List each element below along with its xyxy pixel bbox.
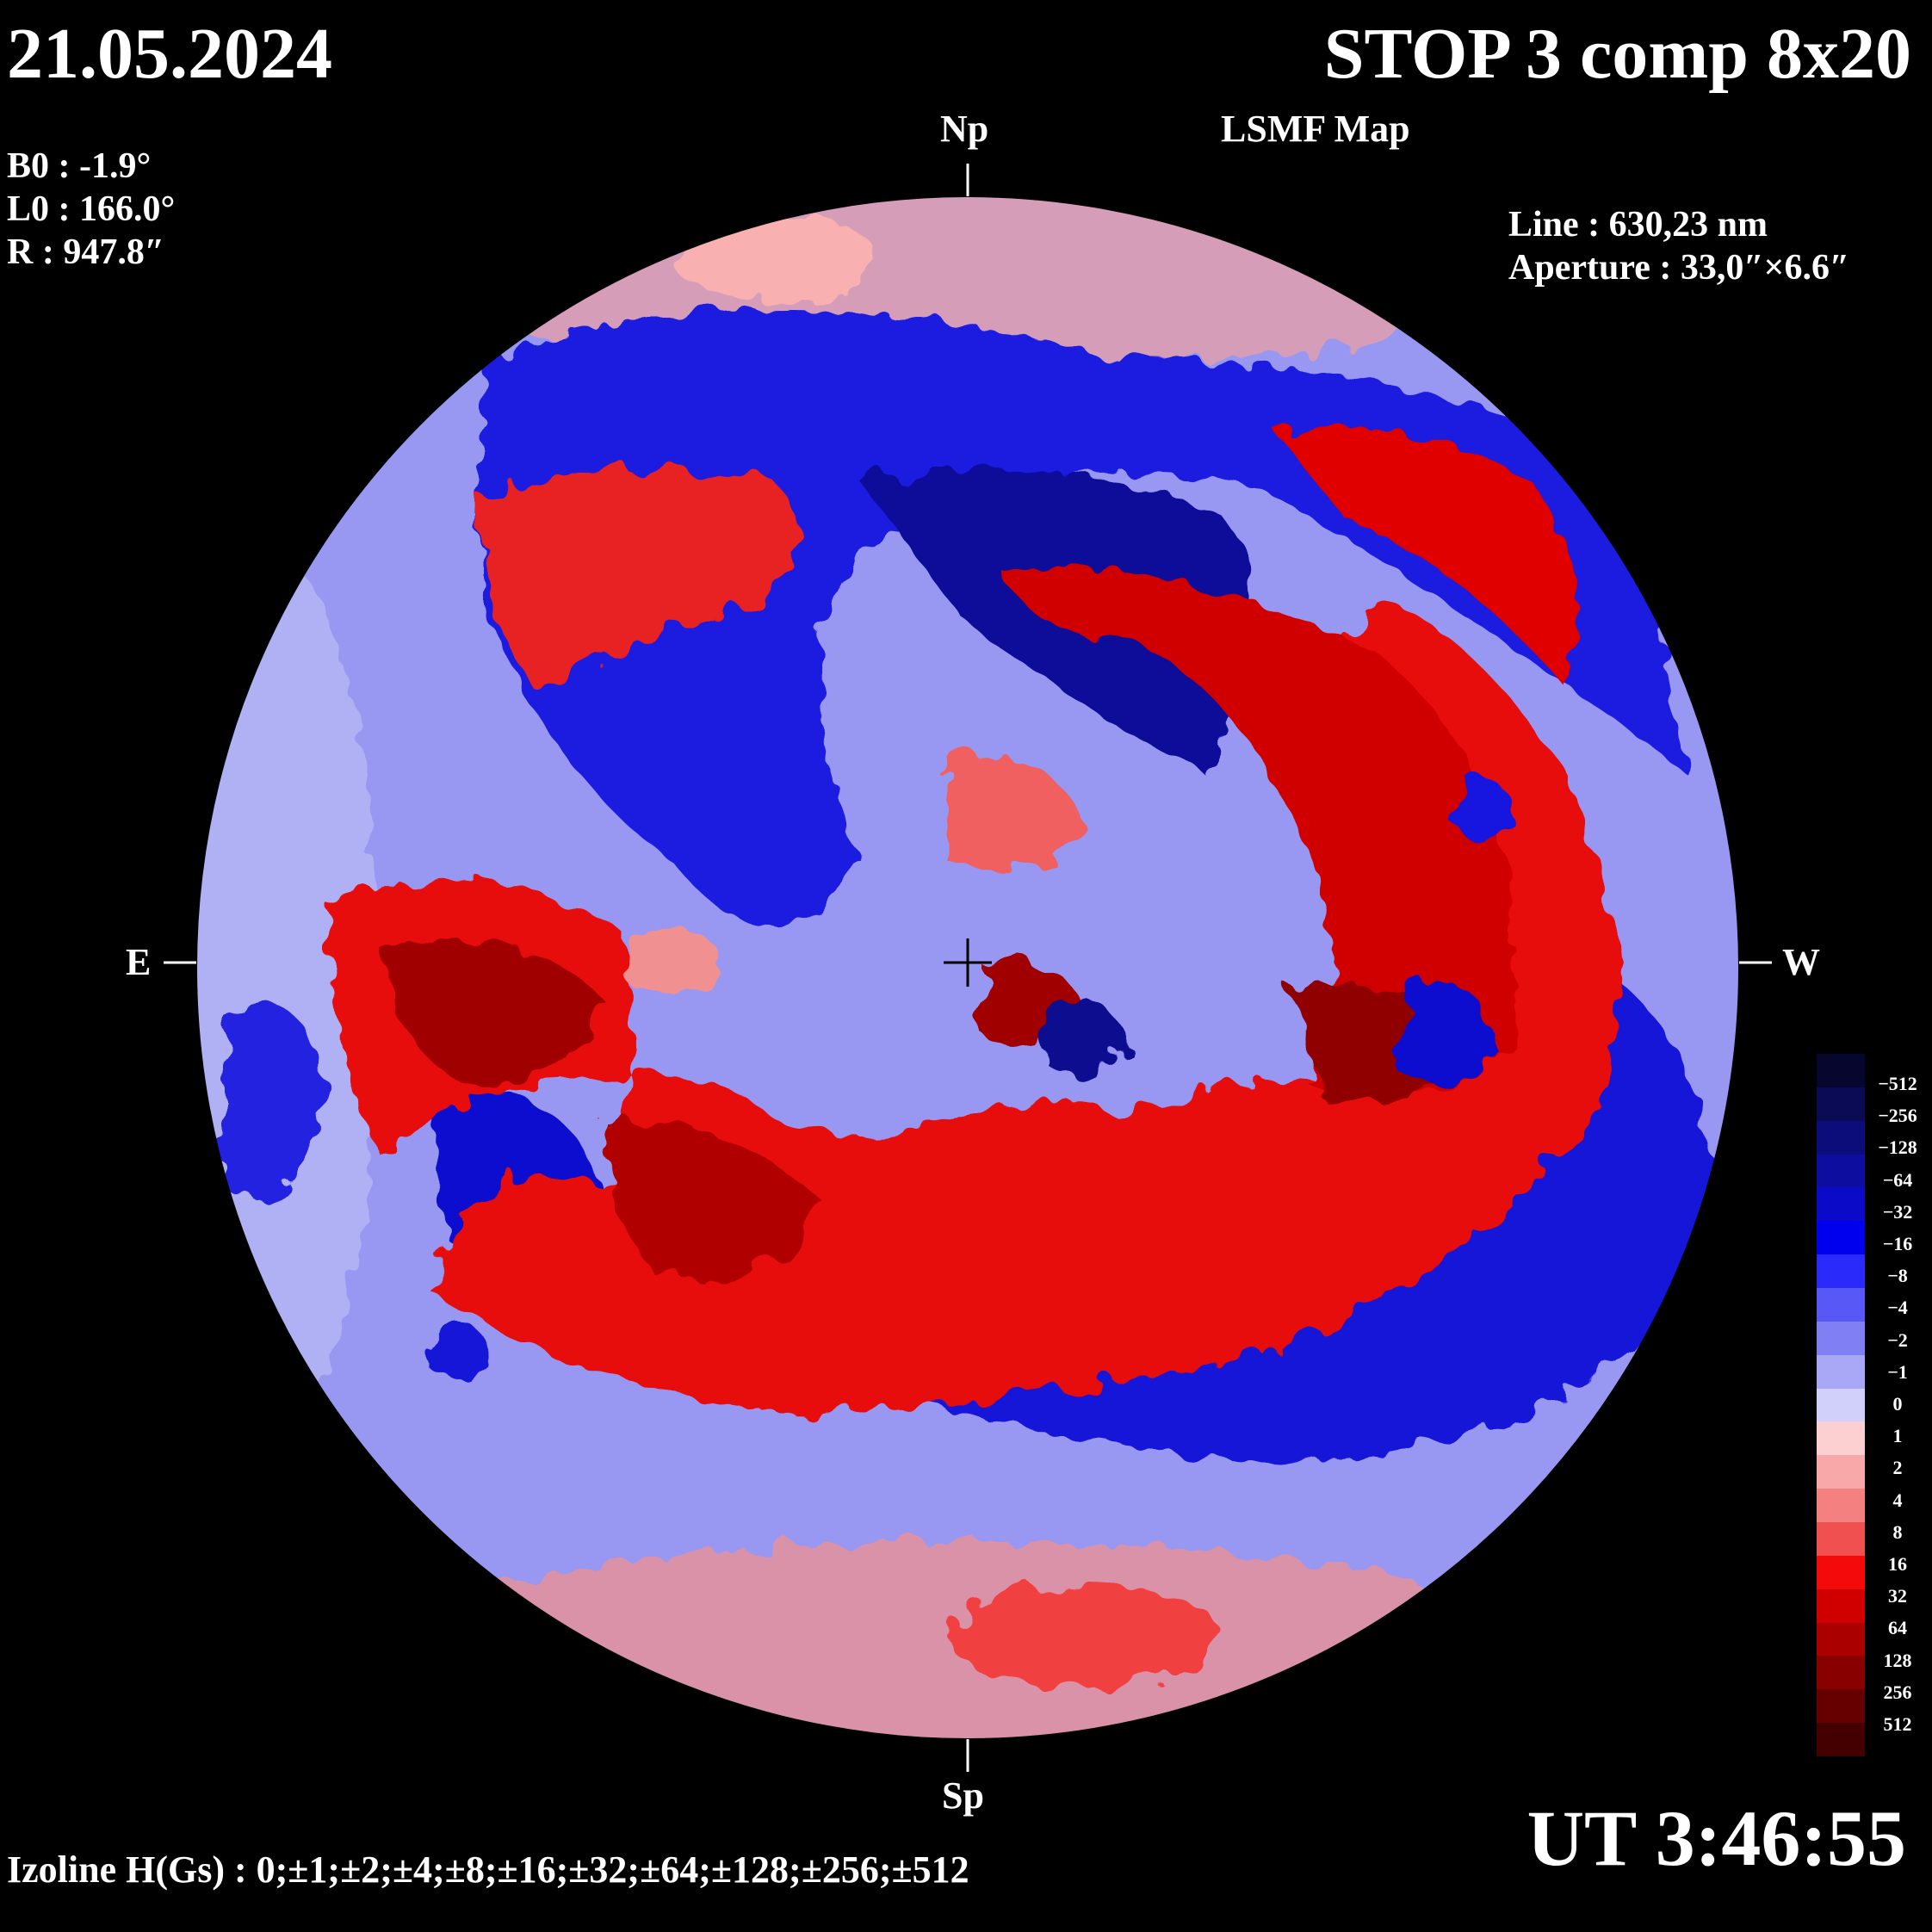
direction-east-label: E bbox=[126, 941, 152, 983]
colorbar-cell bbox=[1817, 1522, 1865, 1556]
l0-value: L0 : 166.0° bbox=[7, 189, 176, 229]
center-crosshair bbox=[944, 938, 992, 987]
radius-value: R : 947.8″ bbox=[7, 232, 165, 272]
colorbar-cell bbox=[1817, 1489, 1865, 1523]
colorbar-label: −32 bbox=[1882, 1200, 1913, 1223]
colorbar-label: 1 bbox=[1892, 1425, 1903, 1447]
colorbar-label: 16 bbox=[1888, 1553, 1907, 1575]
colorbar-label: 512 bbox=[1883, 1713, 1912, 1735]
instrument-block: Line : 630,23 nm Aperture : 33,0″×6.6″ bbox=[1508, 203, 1849, 289]
map-subtitle: LSMF Map bbox=[1221, 108, 1410, 150]
colorbar-label: −4 bbox=[1887, 1297, 1908, 1319]
colorbar-cell bbox=[1817, 1455, 1865, 1489]
izoline-legend: Izoline H(Gs) : 0;±1;±2;±4;±8;±16;±32;±6… bbox=[7, 1848, 969, 1891]
colorbar-cell bbox=[1817, 1054, 1865, 1087]
ephemeris-block: B0 : -1.9° L0 : 166.0° R : 947.8″ bbox=[7, 145, 175, 274]
colorbar-label: 4 bbox=[1892, 1489, 1903, 1511]
observation-date: 21.05.2024 bbox=[7, 14, 332, 94]
colorbar-cell bbox=[1817, 1087, 1865, 1121]
colorbar-label: 128 bbox=[1883, 1649, 1912, 1671]
colorbar-label: −512 bbox=[1878, 1073, 1917, 1094]
colorbar-cell bbox=[1817, 1588, 1865, 1623]
colorbar-label: −8 bbox=[1887, 1265, 1908, 1287]
colorbar-cell bbox=[1817, 1154, 1865, 1188]
colorbar-cell bbox=[1817, 1622, 1865, 1656]
colorbar-cell bbox=[1817, 1656, 1865, 1690]
colorbar-label: 64 bbox=[1888, 1617, 1907, 1639]
colorbar-label: 256 bbox=[1883, 1681, 1912, 1703]
colorbar-cell bbox=[1817, 1555, 1865, 1589]
colorbar-label: 0 bbox=[1892, 1393, 1903, 1415]
colorbar-cell bbox=[1817, 1723, 1865, 1757]
colorbar-label: 8 bbox=[1892, 1520, 1903, 1543]
colorbar-cell bbox=[1817, 1388, 1865, 1422]
map-title: STOP 3 comp 8x20 bbox=[1323, 14, 1911, 94]
colorbar-cell bbox=[1817, 1421, 1865, 1456]
colorbar-cell bbox=[1817, 1288, 1865, 1322]
direction-west-label: W bbox=[1782, 941, 1820, 983]
colorbar-label: −1 bbox=[1887, 1360, 1908, 1383]
colorbar-label: 32 bbox=[1888, 1585, 1907, 1607]
colorbar-cell bbox=[1817, 1254, 1865, 1289]
colorbar-label: −256 bbox=[1878, 1105, 1917, 1127]
colorbar-cell bbox=[1817, 1187, 1865, 1222]
line-value: Line : 630,23 nm bbox=[1508, 205, 1768, 245]
colorbar bbox=[1817, 1054, 1865, 1757]
colorbar-cell bbox=[1817, 1354, 1865, 1389]
colorbar-cell bbox=[1817, 1120, 1865, 1155]
colorbar-label: −16 bbox=[1882, 1233, 1913, 1254]
colorbar-label: −128 bbox=[1878, 1136, 1917, 1159]
colorbar-cell bbox=[1817, 1321, 1865, 1355]
colorbar-label: 2 bbox=[1892, 1457, 1903, 1479]
colorbar-cell bbox=[1817, 1221, 1865, 1255]
observation-time: UT 3:46:55 bbox=[1526, 1794, 1906, 1882]
aperture-value: Aperture : 33,0″×6.6″ bbox=[1508, 248, 1850, 288]
colorbar-label: −64 bbox=[1882, 1168, 1913, 1191]
colorbar-cell bbox=[1817, 1689, 1865, 1724]
direction-north-label: Np bbox=[940, 108, 989, 150]
direction-south-label: Sp bbox=[942, 1774, 984, 1817]
colorbar-label: −2 bbox=[1887, 1328, 1908, 1351]
b0-value: B0 : -1.9° bbox=[7, 146, 152, 186]
